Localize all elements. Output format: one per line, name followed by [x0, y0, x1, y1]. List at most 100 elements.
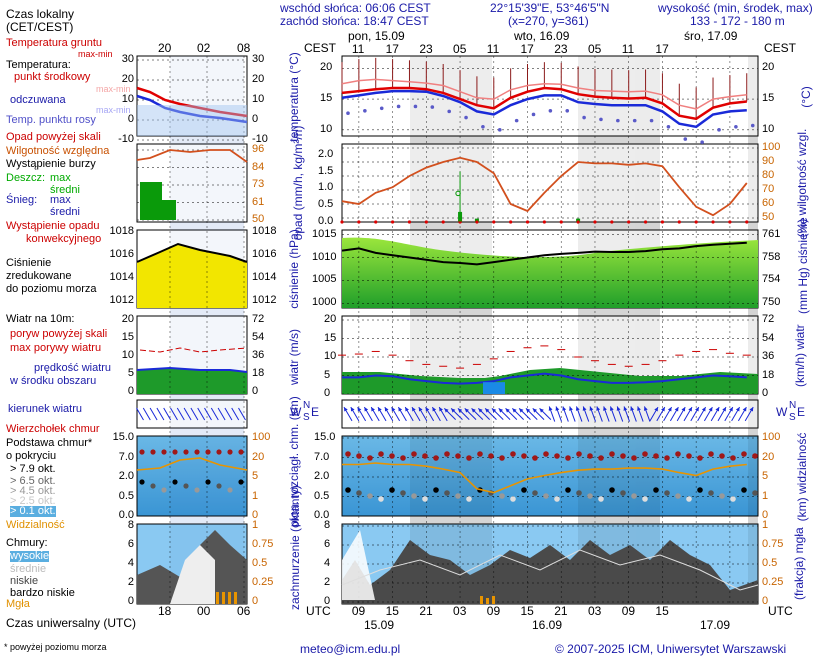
legend-hour-bottom-2: 00: [197, 604, 211, 618]
cloud-top-dot-35: [730, 455, 736, 461]
wind-arrow-25: [511, 407, 525, 421]
cloud-base-dot-3: [378, 496, 384, 502]
humid-tick-5: 50: [762, 211, 775, 223]
night-overlay-1: [410, 56, 492, 604]
precip-above-label: Opad powyżej skali: [6, 131, 101, 143]
cloud-middle-label: średnie: [10, 563, 47, 575]
precip-zero-mark-9: [492, 220, 496, 224]
local-time-label: Czas lokalny: [6, 7, 75, 21]
cloud-base-dot-9: [444, 490, 450, 496]
wind-arrow-head: [464, 408, 469, 413]
cloud-base-dot-0: [345, 487, 351, 493]
legend-wind-arrow-3: [156, 407, 165, 421]
cloud-very-low-label: bardzo niskie: [10, 587, 75, 599]
temp-tick-left-1: 15: [320, 92, 333, 105]
hour-bottom-4: 09: [486, 604, 501, 618]
fog-tick-2: 0.5: [762, 557, 778, 569]
visibility-line: [342, 462, 747, 494]
legend-okta-tick-2: 4: [127, 557, 134, 569]
pressure-label-2: zredukowane: [6, 270, 72, 282]
precip-bar-8: [474, 218, 479, 222]
dew-point-mark-6: [447, 109, 451, 114]
cloud-top-dot-4: [389, 453, 395, 459]
compass-n-right: N: [789, 400, 797, 411]
cloud-base-dot-18: [543, 493, 549, 499]
max-gusts-label: max porywy wiatru: [10, 342, 102, 354]
wind-arrow-head: [596, 406, 601, 411]
visibility-tick-2: 5: [762, 470, 769, 482]
wind-arrow-head: [444, 408, 449, 413]
legend-soil-temp-band: [137, 105, 247, 136]
legend-cloud-top-dot-2: [161, 449, 167, 455]
cloud-base-dot-22: [587, 493, 593, 499]
hour-bottom-8: 09: [621, 604, 636, 618]
wind-arrow-56: [724, 406, 734, 422]
legend-wind-arrow-0: [136, 407, 144, 421]
precip-tick-3: 0.5: [318, 198, 334, 211]
legend-wind-tick-left-4: 0: [127, 385, 134, 397]
precip-zero-mark-3: [390, 220, 395, 224]
legend-temp-tick-right-0: 30: [252, 53, 265, 65]
legend-cloud-base-dot-2: [161, 487, 167, 493]
legend-cloudbase-tick-2: 2.0: [118, 470, 134, 482]
dew-point-mark-4: [413, 104, 418, 109]
wind-arrow-3: [363, 406, 373, 422]
legend-wind-tick-left-2: 10: [121, 349, 134, 361]
wind-arrow-head: [405, 407, 409, 412]
legend-cloudbase-tick-4: 0.0: [118, 509, 134, 521]
legend-okta-tick-0: 8: [127, 519, 134, 531]
wind-arrow-34: [575, 406, 583, 422]
wind-speed-label-1: prędkość wiatru: [34, 362, 112, 374]
okta-tick-0: 8: [324, 519, 331, 531]
hour-bottom-2: 21: [419, 604, 433, 618]
wind-kmh-tick-1: 54: [762, 331, 775, 344]
legend-temp-tick-right-2: 10: [252, 93, 265, 105]
cloud-top-dot-23: [598, 455, 604, 461]
legend-humid-tick-4: 50: [252, 213, 265, 225]
legend-fog-tick-3: 0.25: [252, 576, 274, 588]
conv-precip-label-1: Wystąpienie opadu: [6, 220, 100, 232]
dew-point-mark-11: [531, 112, 536, 117]
humidity-line: [341, 156, 748, 217]
hour-top-8: 11: [621, 42, 635, 56]
legend-cloud-base-dot-3: [172, 479, 178, 485]
legend-pressure-tick-right-2: 1014: [252, 271, 277, 283]
wind-arrow-head: [729, 407, 733, 412]
legend-cloud-top-dot-5: [194, 449, 200, 455]
day-label-3: śro, 17.09: [684, 29, 738, 43]
legend-cloud-base-dot-1: [150, 483, 156, 489]
dew-point-mark-5: [430, 105, 435, 109]
fog-bar-2: [486, 598, 489, 604]
legend-wind-arrow-4: [163, 407, 172, 421]
pressure-label-3: do poziomu morza: [6, 283, 97, 295]
wind-arrow-head: [425, 407, 430, 412]
pressure-mm-tick-0: 761: [762, 227, 781, 240]
compass-s-left: S: [303, 412, 310, 423]
legend-cloudbase-tick-0: 15.0: [112, 431, 134, 443]
legend-fog-bar-1: [216, 592, 219, 604]
fog-label: Mgła: [6, 598, 30, 610]
grid-text: (x=270, y=361): [508, 14, 589, 28]
pressure-mm-tick-1: 758: [762, 250, 781, 263]
wind-arrow-4: [370, 406, 380, 422]
wind-arrow-head: [701, 407, 706, 412]
precip-zero-mark-19: [660, 220, 665, 224]
legend-visibility-line: [136, 457, 248, 471]
cloud-top-dot-14: [499, 455, 505, 461]
wind-arrow-head: [654, 407, 658, 412]
legend-cloud-base-dot-9: [238, 479, 244, 485]
footer-email[interactable]: meteo@icm.edu.pl: [300, 642, 401, 656]
wind-arrow-head: [457, 408, 463, 413]
legend-wind-arrow-shaft: [170, 407, 178, 421]
panel-precip: [341, 143, 759, 223]
wind-arrow-head: [412, 407, 416, 412]
soil-temp-label: Temperatura gruntu: [6, 37, 102, 49]
wind-arrow-head: [575, 406, 580, 411]
wind-arrow-30: [548, 406, 556, 422]
cloud-top-dot-18: [543, 451, 549, 457]
pressure-tick-1: 1010: [312, 250, 337, 263]
visibility-tick-1: 20: [762, 450, 775, 463]
fog-tick-1: 0.75: [762, 538, 784, 550]
hour-top-1: 17: [385, 42, 399, 56]
